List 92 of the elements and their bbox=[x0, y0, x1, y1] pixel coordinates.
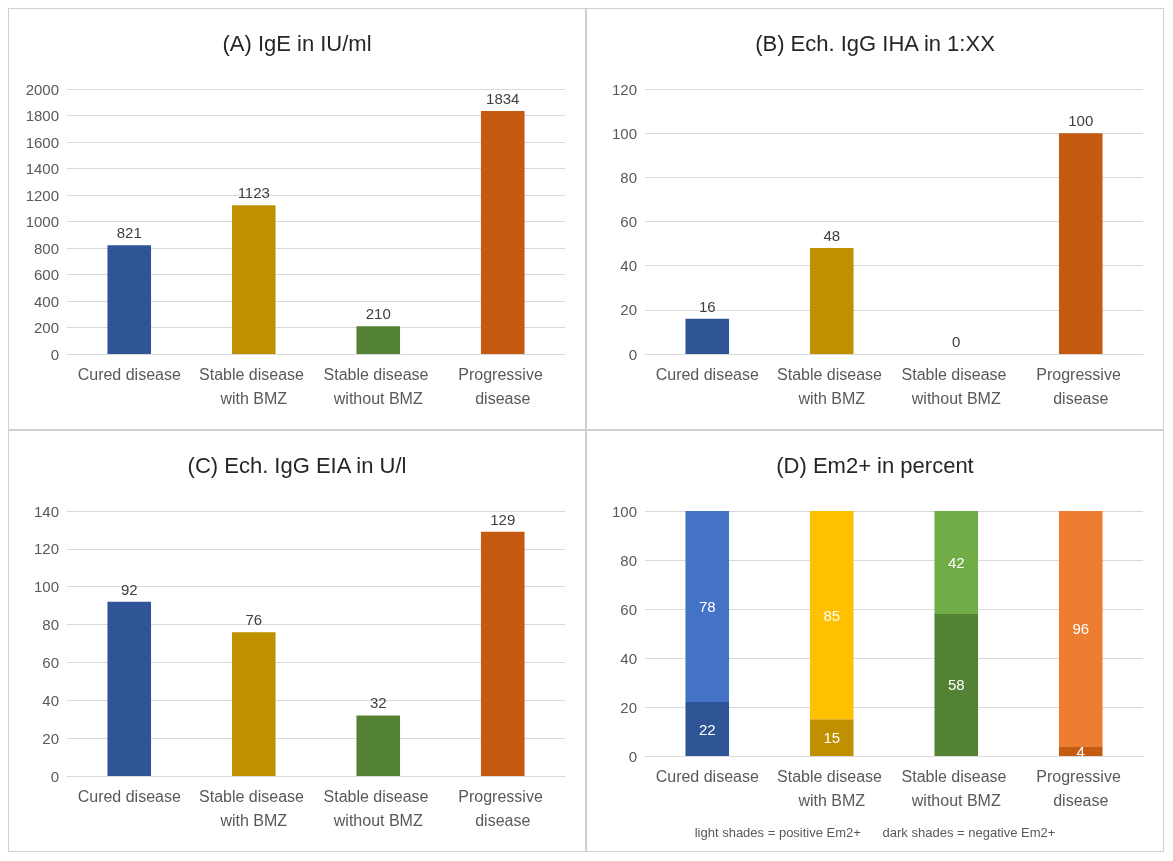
bar bbox=[480, 111, 525, 354]
data-label: 85 bbox=[823, 606, 841, 624]
x-tick-label: Stable disease without BMZ bbox=[901, 767, 1011, 809]
bar bbox=[356, 715, 401, 776]
x-tick-label: Stable disease with BMZ bbox=[199, 365, 309, 407]
x-tick-label: Progressive disease bbox=[458, 787, 548, 829]
y-tick-label: 0 bbox=[50, 345, 59, 363]
x-tick-label: Progressive disease bbox=[1036, 365, 1126, 407]
x-tick-label: Cured disease bbox=[655, 767, 759, 785]
data-label: 1123 bbox=[237, 184, 270, 202]
data-label: 210 bbox=[365, 305, 391, 323]
y-tick-label: 60 bbox=[620, 213, 637, 230]
data-label: 821 bbox=[116, 224, 142, 242]
y-tick-label: 20 bbox=[620, 301, 637, 319]
y-tick-label: 100 bbox=[611, 124, 637, 142]
y-tick-label: 40 bbox=[620, 257, 637, 275]
y-tick-label: 140 bbox=[33, 502, 59, 520]
y-tick-label: 0 bbox=[628, 747, 637, 765]
y-tick-label: 1600 bbox=[25, 133, 59, 151]
x-tick-label: Progressive disease bbox=[458, 365, 548, 407]
bar bbox=[934, 511, 979, 614]
chart-title: (B) Ech. IgG IHA in 1:XX bbox=[755, 30, 996, 56]
data-label: 42 bbox=[947, 553, 965, 571]
x-tick-label: Cured disease bbox=[77, 787, 181, 805]
y-tick-label: 80 bbox=[620, 551, 637, 569]
bar bbox=[685, 702, 730, 756]
bar bbox=[809, 511, 854, 720]
y-tick-label: 2000 bbox=[25, 80, 59, 98]
data-label: 32 bbox=[369, 694, 387, 712]
bar bbox=[107, 601, 152, 776]
x-tick-label: Stable disease without BMZ bbox=[323, 787, 433, 829]
bar bbox=[685, 318, 730, 354]
y-tick-label: 80 bbox=[42, 616, 59, 634]
x-tick-label: Progressive disease bbox=[1036, 767, 1126, 809]
bar bbox=[480, 531, 525, 776]
text: light shades = positive Em2+ dark shades = negative Em2+ bbox=[694, 825, 1056, 840]
x-tick-label: Stable disease with BMZ bbox=[777, 767, 887, 809]
y-tick-label: 800 bbox=[33, 239, 59, 257]
bar bbox=[934, 613, 979, 756]
y-tick-label: 120 bbox=[33, 540, 59, 558]
y-tick-label: 0 bbox=[50, 767, 59, 785]
y-tick-label: 60 bbox=[620, 600, 637, 618]
data-label: 15 bbox=[823, 729, 841, 747]
y-tick-label: 40 bbox=[42, 691, 59, 709]
data-label: 96 bbox=[1072, 620, 1090, 638]
y-tick-label: 0 bbox=[628, 345, 637, 363]
data-label: 129 bbox=[490, 510, 516, 528]
data-label: 16 bbox=[698, 297, 716, 315]
bar bbox=[231, 632, 276, 776]
data-label: 100 bbox=[1068, 112, 1094, 130]
y-tick-label: 1800 bbox=[25, 107, 59, 124]
y-tick-label: 1400 bbox=[25, 160, 59, 177]
y-tick-label: 80 bbox=[620, 168, 637, 186]
bar bbox=[809, 719, 854, 756]
bar bbox=[107, 245, 152, 354]
y-tick-label: 100 bbox=[611, 502, 637, 520]
y-tick-label: 1200 bbox=[25, 186, 59, 204]
bar bbox=[231, 205, 276, 354]
data-label: 58 bbox=[947, 676, 965, 694]
chart-title: (A) IgE in IU/ml bbox=[222, 30, 372, 56]
y-tick-label: 400 bbox=[33, 292, 59, 310]
y-tick-label: 20 bbox=[42, 729, 59, 747]
x-tick-label: Cured disease bbox=[655, 365, 759, 383]
bar bbox=[356, 326, 401, 354]
data-label: 22 bbox=[698, 720, 716, 738]
bar bbox=[1058, 746, 1103, 756]
data-label: 1834 bbox=[486, 90, 520, 107]
data-label: 0 bbox=[952, 333, 961, 350]
data-label: 78 bbox=[698, 598, 716, 616]
data-label: 48 bbox=[823, 227, 841, 244]
x-tick-label: Stable disease with BMZ bbox=[199, 787, 309, 829]
chart-title: (C) Ech. IgG EIA in U/l bbox=[187, 452, 407, 478]
y-tick-label: 200 bbox=[33, 319, 59, 336]
data-label: 4 bbox=[1076, 742, 1085, 760]
y-tick-label: 100 bbox=[33, 578, 59, 596]
x-tick-label: Stable disease with BMZ bbox=[777, 365, 887, 407]
bar bbox=[809, 248, 854, 354]
bar bbox=[1058, 133, 1103, 354]
y-tick-label: 20 bbox=[620, 698, 637, 716]
x-tick-label: Stable disease without BMZ bbox=[323, 365, 433, 407]
y-tick-label: 40 bbox=[620, 649, 637, 667]
chart-title: (D) Em2+ in percent bbox=[776, 452, 974, 478]
y-tick-label: 120 bbox=[611, 80, 637, 98]
y-tick-label: 60 bbox=[42, 653, 59, 671]
x-tick-label: Stable disease without BMZ bbox=[901, 365, 1011, 407]
bar bbox=[685, 511, 730, 703]
bar bbox=[1058, 511, 1103, 747]
data-label: 92 bbox=[120, 580, 138, 598]
x-tick-label: Cured disease bbox=[77, 365, 181, 383]
y-tick-label: 1000 bbox=[25, 213, 59, 230]
data-label: 76 bbox=[245, 611, 263, 629]
y-tick-label: 600 bbox=[33, 266, 59, 283]
